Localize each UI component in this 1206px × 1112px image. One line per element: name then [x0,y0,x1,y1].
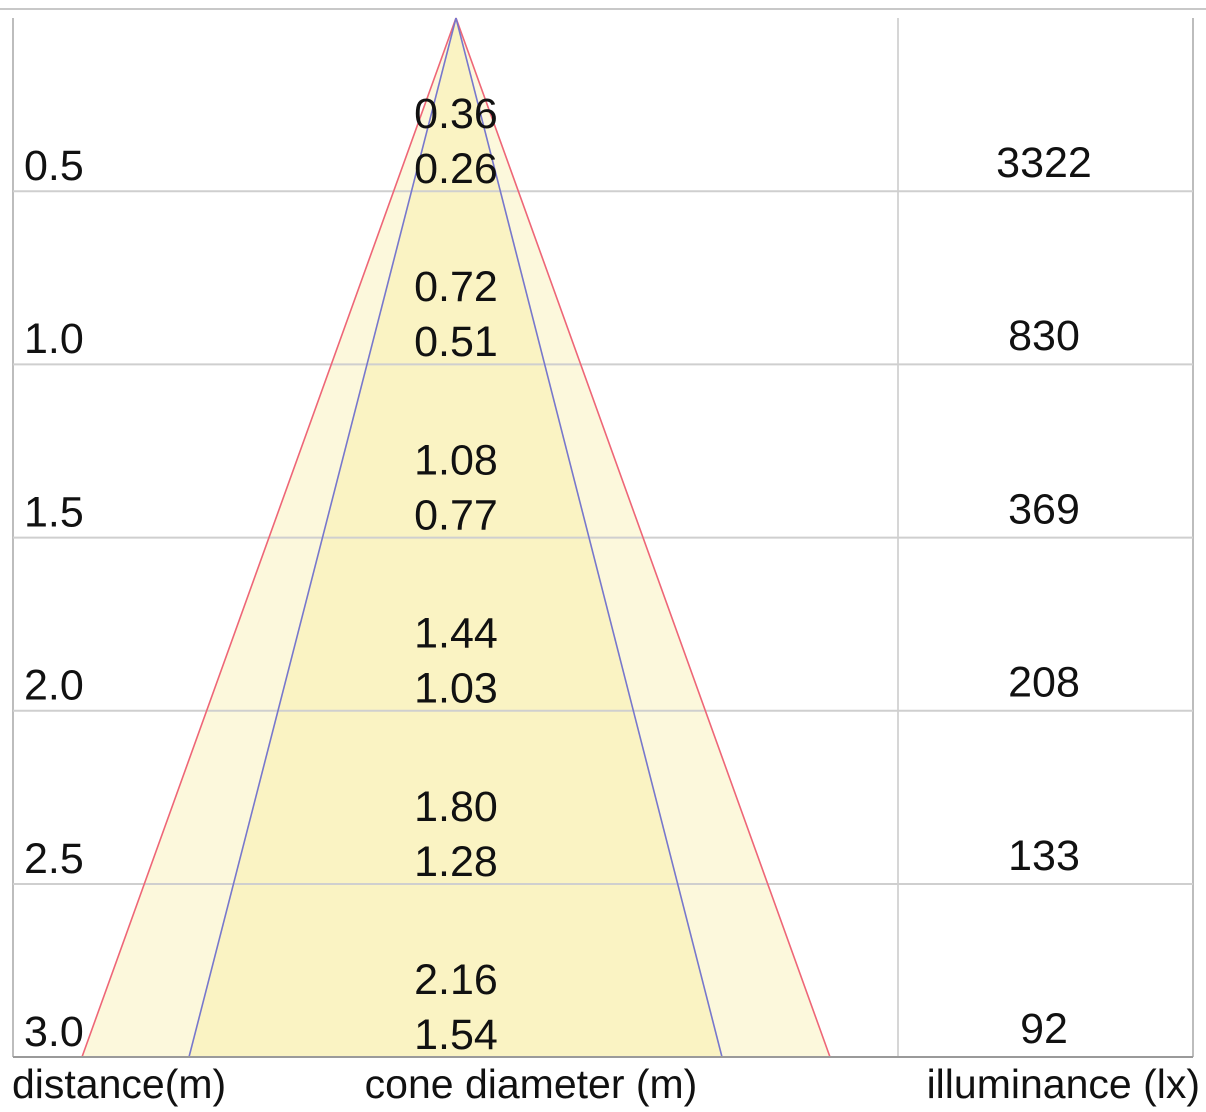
distance-row: 0.5 0.36 0.26 3322 [24,90,1092,193]
outer-diameter-value: 0.36 [414,90,498,138]
inner-diameter-value: 1.03 [414,665,498,713]
illuminance-value: 369 [1008,485,1080,533]
illuminance-value: 92 [1020,1005,1068,1053]
inner-diameter-value: 1.54 [414,1011,498,1059]
inner-diameter-value: 0.51 [414,318,498,366]
distance-rows: 0.5 0.36 0.26 3322 1.0 0.72 0.51 830 1.5 1.08 0.77… [24,90,1092,1059]
illuminance-value: 133 [1008,832,1080,880]
distance-value: 3.0 [24,1008,84,1056]
distance-value: 1.0 [24,315,84,363]
inner-cone-left-edge [188,17,457,1058]
outer-diameter-value: 1.80 [414,783,498,831]
outer-diameter-value: 1.08 [414,436,498,484]
outer-cone-right-edge [455,17,831,1058]
distance-row: 3.0 2.16 1.54 92 [24,956,1068,1059]
cone-diameter-axis-label: cone diameter (m) [365,1061,698,1107]
distance-value: 1.5 [24,488,84,536]
distance-axis-label: distance(m) [12,1061,226,1107]
distance-value: 2.5 [24,835,84,883]
inner-diameter-value: 0.26 [414,145,498,193]
illuminance-value: 3322 [996,139,1092,187]
distance-row: 2.5 1.80 1.28 133 [24,783,1080,886]
distance-gridlines [13,190,1193,885]
inner-diameter-value: 0.77 [414,491,498,539]
illuminance-axis-label: illuminance (lx) [927,1061,1200,1107]
illuminance-value: 830 [1008,312,1080,360]
distance-row: 1.5 1.08 0.77 369 [24,436,1080,539]
distance-row: 2.0 1.44 1.03 208 [24,610,1080,713]
outer-cone-left-edge [81,17,457,1058]
outer-diameter-value: 0.72 [414,263,498,311]
inner-cone-right-edge [455,17,723,1058]
distance-value: 0.5 [24,142,84,190]
distance-value: 2.0 [24,662,84,710]
distance-row: 1.0 0.72 0.51 830 [24,263,1080,366]
inner-diameter-value: 1.28 [414,838,498,886]
illuminance-value: 208 [1008,659,1080,707]
outer-diameter-value: 1.44 [414,610,498,658]
outer-diameter-value: 2.16 [414,956,498,1004]
